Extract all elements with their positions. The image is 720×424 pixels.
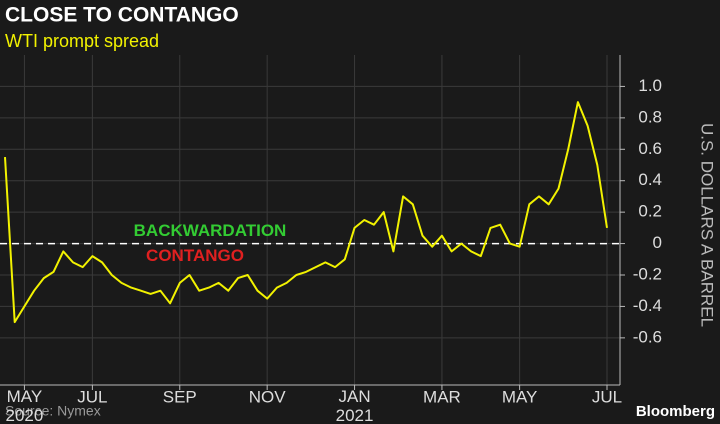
x-tick-label: JUL <box>77 387 107 406</box>
y-tick-label: 0.6 <box>638 139 662 158</box>
x-tick-label: JAN 2021 <box>336 387 374 424</box>
y-tick-label: -0.4 <box>633 296 662 315</box>
y-tick-label: -0.6 <box>633 327 662 346</box>
y-tick-label: 0 <box>653 233 662 252</box>
chart-title: CLOSE TO CONTANGO <box>5 4 239 27</box>
y-axis-label: U.S. DOLLARS A BARREL <box>698 123 717 327</box>
x-tick-label: MAR <box>423 387 461 406</box>
data-line <box>4 101 608 324</box>
y-tick-label: 0.8 <box>638 107 662 126</box>
x-tick-label: MAY 2020 <box>6 387 44 424</box>
y-tick-label: 0.2 <box>638 202 662 221</box>
y-tick-label: 0.4 <box>638 170 662 189</box>
annotation: BACKWARDATION <box>134 221 287 240</box>
y-tick-label: -0.2 <box>633 264 662 283</box>
x-tick-label: MAY <box>502 387 538 406</box>
brand: Bloomberg <box>636 403 715 420</box>
source: Source: Nymex <box>5 403 101 419</box>
x-tick-label: JUL <box>592 387 622 406</box>
x-tick-label: NOV <box>249 387 287 406</box>
chart-subtitle: WTI prompt spread <box>5 31 159 51</box>
y-tick-label: 1.0 <box>638 76 662 95</box>
x-tick-label: SEP <box>163 387 197 406</box>
annotation: CONTANGO <box>146 246 244 265</box>
